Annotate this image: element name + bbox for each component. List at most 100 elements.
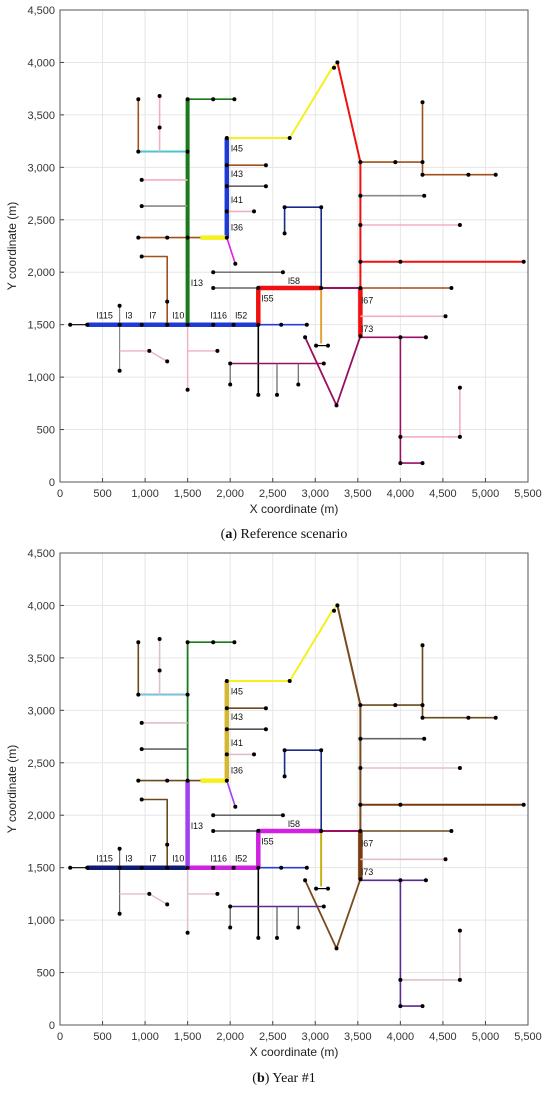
network-node (398, 802, 403, 807)
network-node (252, 752, 256, 757)
network-node (232, 97, 237, 102)
caption: (a) Reference scenario (221, 527, 348, 542)
network-node (319, 286, 324, 290)
y-tick-label: 1,000 (27, 372, 55, 384)
network-node (185, 930, 190, 935)
y-tick-label: 3,500 (27, 653, 55, 665)
network-node (457, 434, 462, 439)
line-label: l45 (231, 144, 243, 154)
network-node (185, 322, 190, 327)
network-node (443, 314, 448, 319)
network-node (319, 748, 324, 753)
network-node (165, 778, 170, 783)
network-node (185, 235, 190, 240)
network-node (139, 797, 144, 802)
line-label: l43 (231, 169, 243, 179)
network-node (228, 361, 233, 366)
network-node (233, 804, 238, 809)
network-node (136, 692, 141, 697)
network-node (358, 193, 363, 198)
x-tick-label: 3,000 (302, 1031, 330, 1043)
network-node (263, 184, 268, 189)
y-axis-label: Y coordinate (m) (5, 202, 19, 290)
network-node (185, 692, 190, 697)
network-node (165, 865, 170, 870)
network-node (303, 335, 308, 340)
network-node (263, 727, 268, 732)
x-tick-label: 0 (57, 488, 63, 500)
y-tick-label: 2,000 (27, 810, 55, 822)
x-tick-label: 2,000 (216, 488, 244, 500)
network-node (228, 904, 233, 909)
network-node (136, 149, 141, 154)
network-node (224, 184, 229, 189)
network-node (157, 637, 162, 641)
network-node (211, 322, 216, 327)
y-tick-label: 4,000 (27, 600, 55, 612)
line-label: l55 (262, 294, 274, 304)
network-node (185, 387, 190, 392)
network-node (185, 640, 190, 645)
network-node (211, 97, 216, 102)
network-node (282, 748, 287, 753)
line-label: l3 (126, 853, 133, 863)
y-tick-label: 1,000 (27, 915, 55, 927)
line-label: l7 (149, 853, 156, 863)
network-node (117, 303, 122, 308)
line-label: l43 (231, 712, 243, 722)
network-node (139, 720, 144, 725)
network-node (449, 829, 454, 833)
network-node (457, 385, 462, 390)
network-node (420, 703, 425, 708)
network-node (231, 865, 236, 870)
network-node (185, 97, 190, 102)
network-node (139, 747, 144, 752)
network-line (226, 61, 339, 139)
network-node (334, 403, 339, 408)
network-node (282, 774, 287, 779)
line-label: l3 (126, 310, 133, 320)
x-tick-label: 0 (57, 1031, 63, 1043)
network-node (185, 865, 190, 870)
network-node (117, 865, 122, 870)
network-node (358, 877, 363, 882)
network-node (157, 668, 162, 673)
network-node (398, 1004, 403, 1009)
network-node (398, 977, 403, 982)
network-node (211, 865, 216, 870)
network-node (139, 254, 144, 259)
line-label: l115 (97, 853, 113, 863)
network-node (224, 136, 229, 140)
network-node (139, 322, 144, 327)
caption: (b) Year #1 (252, 1071, 315, 1086)
network-node (393, 160, 398, 165)
line-label: l10 (172, 853, 184, 863)
y-tick-label: 500 (37, 425, 55, 437)
network-node (139, 204, 144, 209)
line-label: l52 (235, 853, 247, 863)
line-label: l36 (231, 765, 243, 775)
network-node (358, 259, 363, 264)
line-label: l7 (149, 310, 156, 320)
network-node (117, 322, 122, 327)
network-node (85, 322, 90, 327)
x-tick-label: 1,000 (131, 1031, 159, 1043)
network-node (422, 193, 427, 198)
network-node (358, 736, 363, 741)
network-node (358, 829, 363, 833)
network-node (165, 359, 170, 364)
network-node (224, 209, 229, 214)
network-node (279, 322, 284, 327)
network-node (420, 160, 425, 165)
line-label: l52 (235, 310, 247, 320)
network-node (228, 925, 233, 930)
network-node (224, 727, 229, 732)
network-node (287, 679, 292, 683)
x-tick-label: 5,000 (472, 488, 500, 500)
network-node (139, 177, 144, 182)
line-label: l58 (288, 276, 300, 286)
network-node (423, 335, 428, 340)
x-tick-label: 4,000 (387, 488, 415, 500)
network-node (211, 640, 216, 645)
network-node (263, 706, 268, 711)
